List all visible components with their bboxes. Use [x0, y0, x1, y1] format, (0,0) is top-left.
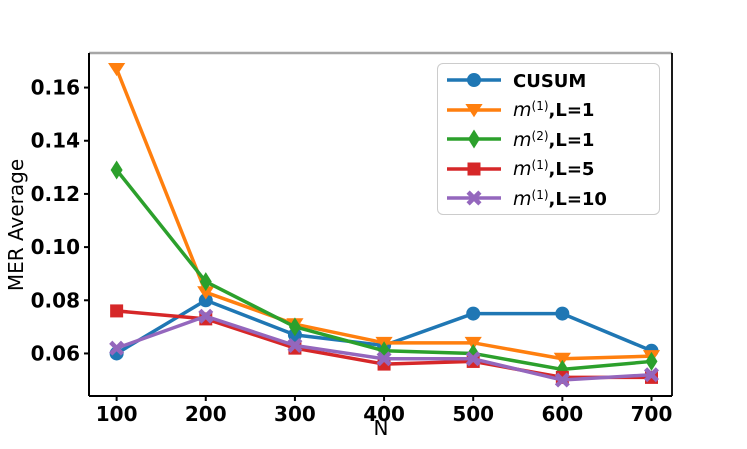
marker-thin-diamond	[110, 160, 123, 180]
marker-x	[465, 351, 481, 367]
legend-item-cusum: CUSUM	[438, 66, 659, 95]
y-tick-label: 0.08	[31, 288, 80, 312]
series-m1-L10	[109, 308, 659, 388]
legend-marker-m1-L1	[465, 103, 483, 117]
y-tick-label: 0.10	[31, 235, 80, 259]
y-tick-label: 0.12	[31, 182, 80, 206]
marker-x	[466, 190, 482, 206]
legend-swatch-m2-l1	[447, 129, 501, 149]
x-tick-label: 200	[185, 402, 227, 426]
legend-item-m2-l1: m(2),L=1	[438, 125, 659, 154]
legend-marker-m1-L5	[467, 162, 481, 175]
y-axis-ticks: 0.06 0.08 0.10 0.12 0.14 0.16	[31, 76, 89, 365]
legend-marker-m2-L1	[468, 129, 480, 149]
marker-x	[109, 340, 125, 356]
legend-label-cusum: CUSUM	[513, 70, 587, 92]
legend-label-m1-l5: m(1),L=5	[513, 158, 595, 180]
marker-triangle-down	[553, 352, 571, 366]
legend-marker-CUSUM	[467, 73, 481, 87]
legend-swatch-m1-l10	[447, 190, 501, 206]
marker-square	[110, 304, 124, 318]
marker-x	[376, 351, 392, 367]
marker-triangle-down	[197, 286, 215, 300]
legend-label-m1-l1: m(1),L=1	[513, 99, 595, 121]
marker-thin-diamond	[645, 351, 658, 371]
marker-x	[554, 372, 570, 388]
y-tick-label: 0.14	[31, 129, 80, 153]
marker-square	[467, 162, 481, 175]
marker-circle	[466, 306, 481, 321]
marker-circle	[467, 73, 481, 87]
marker-thin-diamond	[468, 129, 480, 149]
marker-triangle-down	[108, 62, 126, 77]
marker-x	[198, 308, 214, 324]
legend: CUSUM m(1),L=1 m(2),L=1 m(1),L=5 m(1),L=…	[437, 63, 660, 215]
marker-triangle-down	[464, 336, 482, 351]
legend-item-m1-l5: m(1),L=5	[438, 154, 659, 183]
marker-circle	[555, 306, 570, 321]
x-tick-label: 100	[96, 402, 138, 426]
x-axis-ticks: 100 200 300 400 500 600 700	[96, 396, 673, 426]
marker-thin-diamond	[288, 317, 301, 337]
x-tick-label: 500	[452, 402, 494, 426]
y-tick-label: 0.16	[31, 76, 80, 100]
x-tick-label: 700	[631, 402, 673, 426]
legend-item-m1-l1: m(1),L=1	[438, 95, 659, 124]
marker-thin-diamond	[199, 272, 212, 292]
x-tick-label: 600	[541, 402, 583, 426]
legend-swatch-m1-l5	[447, 162, 501, 175]
legend-swatch-cusum	[447, 73, 501, 87]
x-axis-label: N	[373, 416, 389, 440]
legend-swatch-m1-l1	[447, 103, 501, 117]
legend-label-m1-l10: m(1),L=10	[513, 187, 607, 210]
y-tick-label: 0.06	[31, 341, 80, 365]
y-axis-label: MER Average	[4, 158, 28, 292]
marker-x	[643, 367, 659, 383]
marker-x	[287, 337, 303, 353]
legend-label-m2-l1: m(2),L=1	[513, 128, 595, 151]
x-tick-label: 400	[363, 402, 405, 426]
legend-item-m1-l10: m(1),L=10	[438, 184, 659, 213]
legend-marker-m1-L10	[466, 190, 482, 206]
marker-triangle-down	[465, 103, 483, 117]
x-tick-label: 300	[274, 402, 316, 426]
marker-circle	[198, 293, 213, 308]
